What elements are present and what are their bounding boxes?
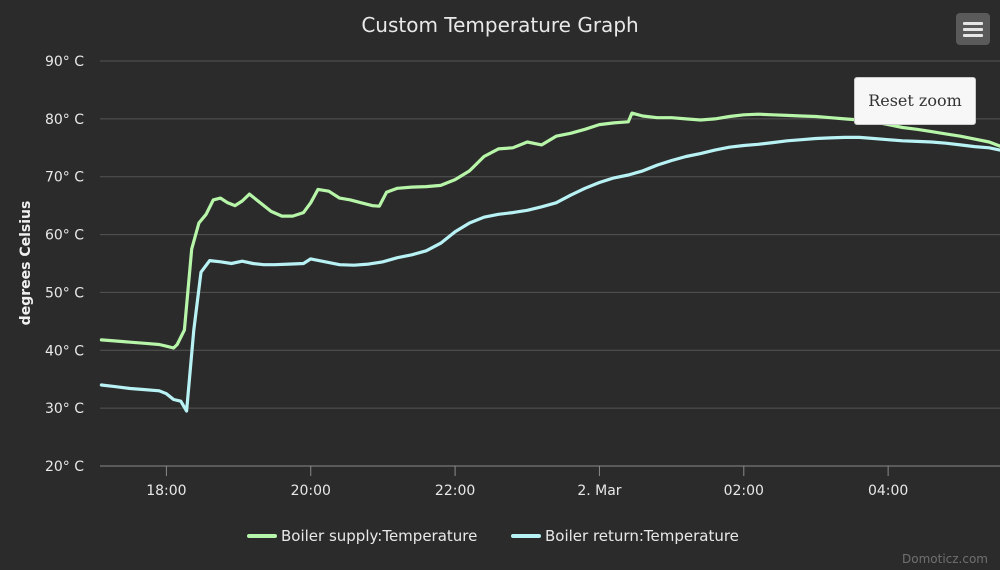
series-line-boiler-return[interactable] bbox=[99, 135, 1000, 413]
x-tick-label: 20:00 bbox=[291, 483, 331, 499]
series-line-boiler-supply[interactable] bbox=[99, 111, 1000, 350]
x-axis: 18:00 20:00 22:00 2. Mar 02:00 04:00 bbox=[146, 466, 908, 499]
credit-link[interactable]: Domoticz.com bbox=[902, 552, 988, 566]
y-tick-label: 70° C bbox=[45, 170, 84, 186]
y-tick-label: 60° C bbox=[45, 228, 84, 244]
x-tick-label: 04:00 bbox=[868, 483, 908, 499]
y-tick-label: 40° C bbox=[45, 343, 84, 359]
y-tick-label: 30° C bbox=[45, 401, 84, 417]
series-lines bbox=[99, 111, 1000, 413]
y-tick-label: 80° C bbox=[45, 112, 84, 128]
x-tick-label: 22:00 bbox=[435, 483, 475, 499]
reset-zoom-button[interactable]: Reset zoom bbox=[854, 77, 976, 125]
y-tick-label: 20° C bbox=[45, 459, 84, 475]
legend-label-return[interactable]: Boiler return:Temperature bbox=[545, 527, 739, 545]
x-tick-label: 02:00 bbox=[724, 483, 764, 499]
chart-menu-button[interactable] bbox=[956, 13, 990, 45]
y-axis: 20° C 30° C 40° C 50° C 60° C 70° C 80° C 90° C bbox=[45, 54, 84, 475]
x-tick-label: 18:00 bbox=[146, 483, 186, 499]
chart-title: Custom Temperature Graph bbox=[361, 13, 638, 37]
y-tick-label: 50° C bbox=[45, 285, 84, 301]
y-axis-label: degrees Celsius bbox=[18, 201, 34, 326]
legend-label-supply[interactable]: Boiler supply:Temperature bbox=[281, 527, 477, 545]
legend[interactable]: Boiler supply:Temperature Boiler return:… bbox=[247, 527, 739, 545]
x-tick-label: 2. Mar bbox=[577, 483, 621, 499]
y-tick-label: 90° C bbox=[45, 54, 84, 70]
